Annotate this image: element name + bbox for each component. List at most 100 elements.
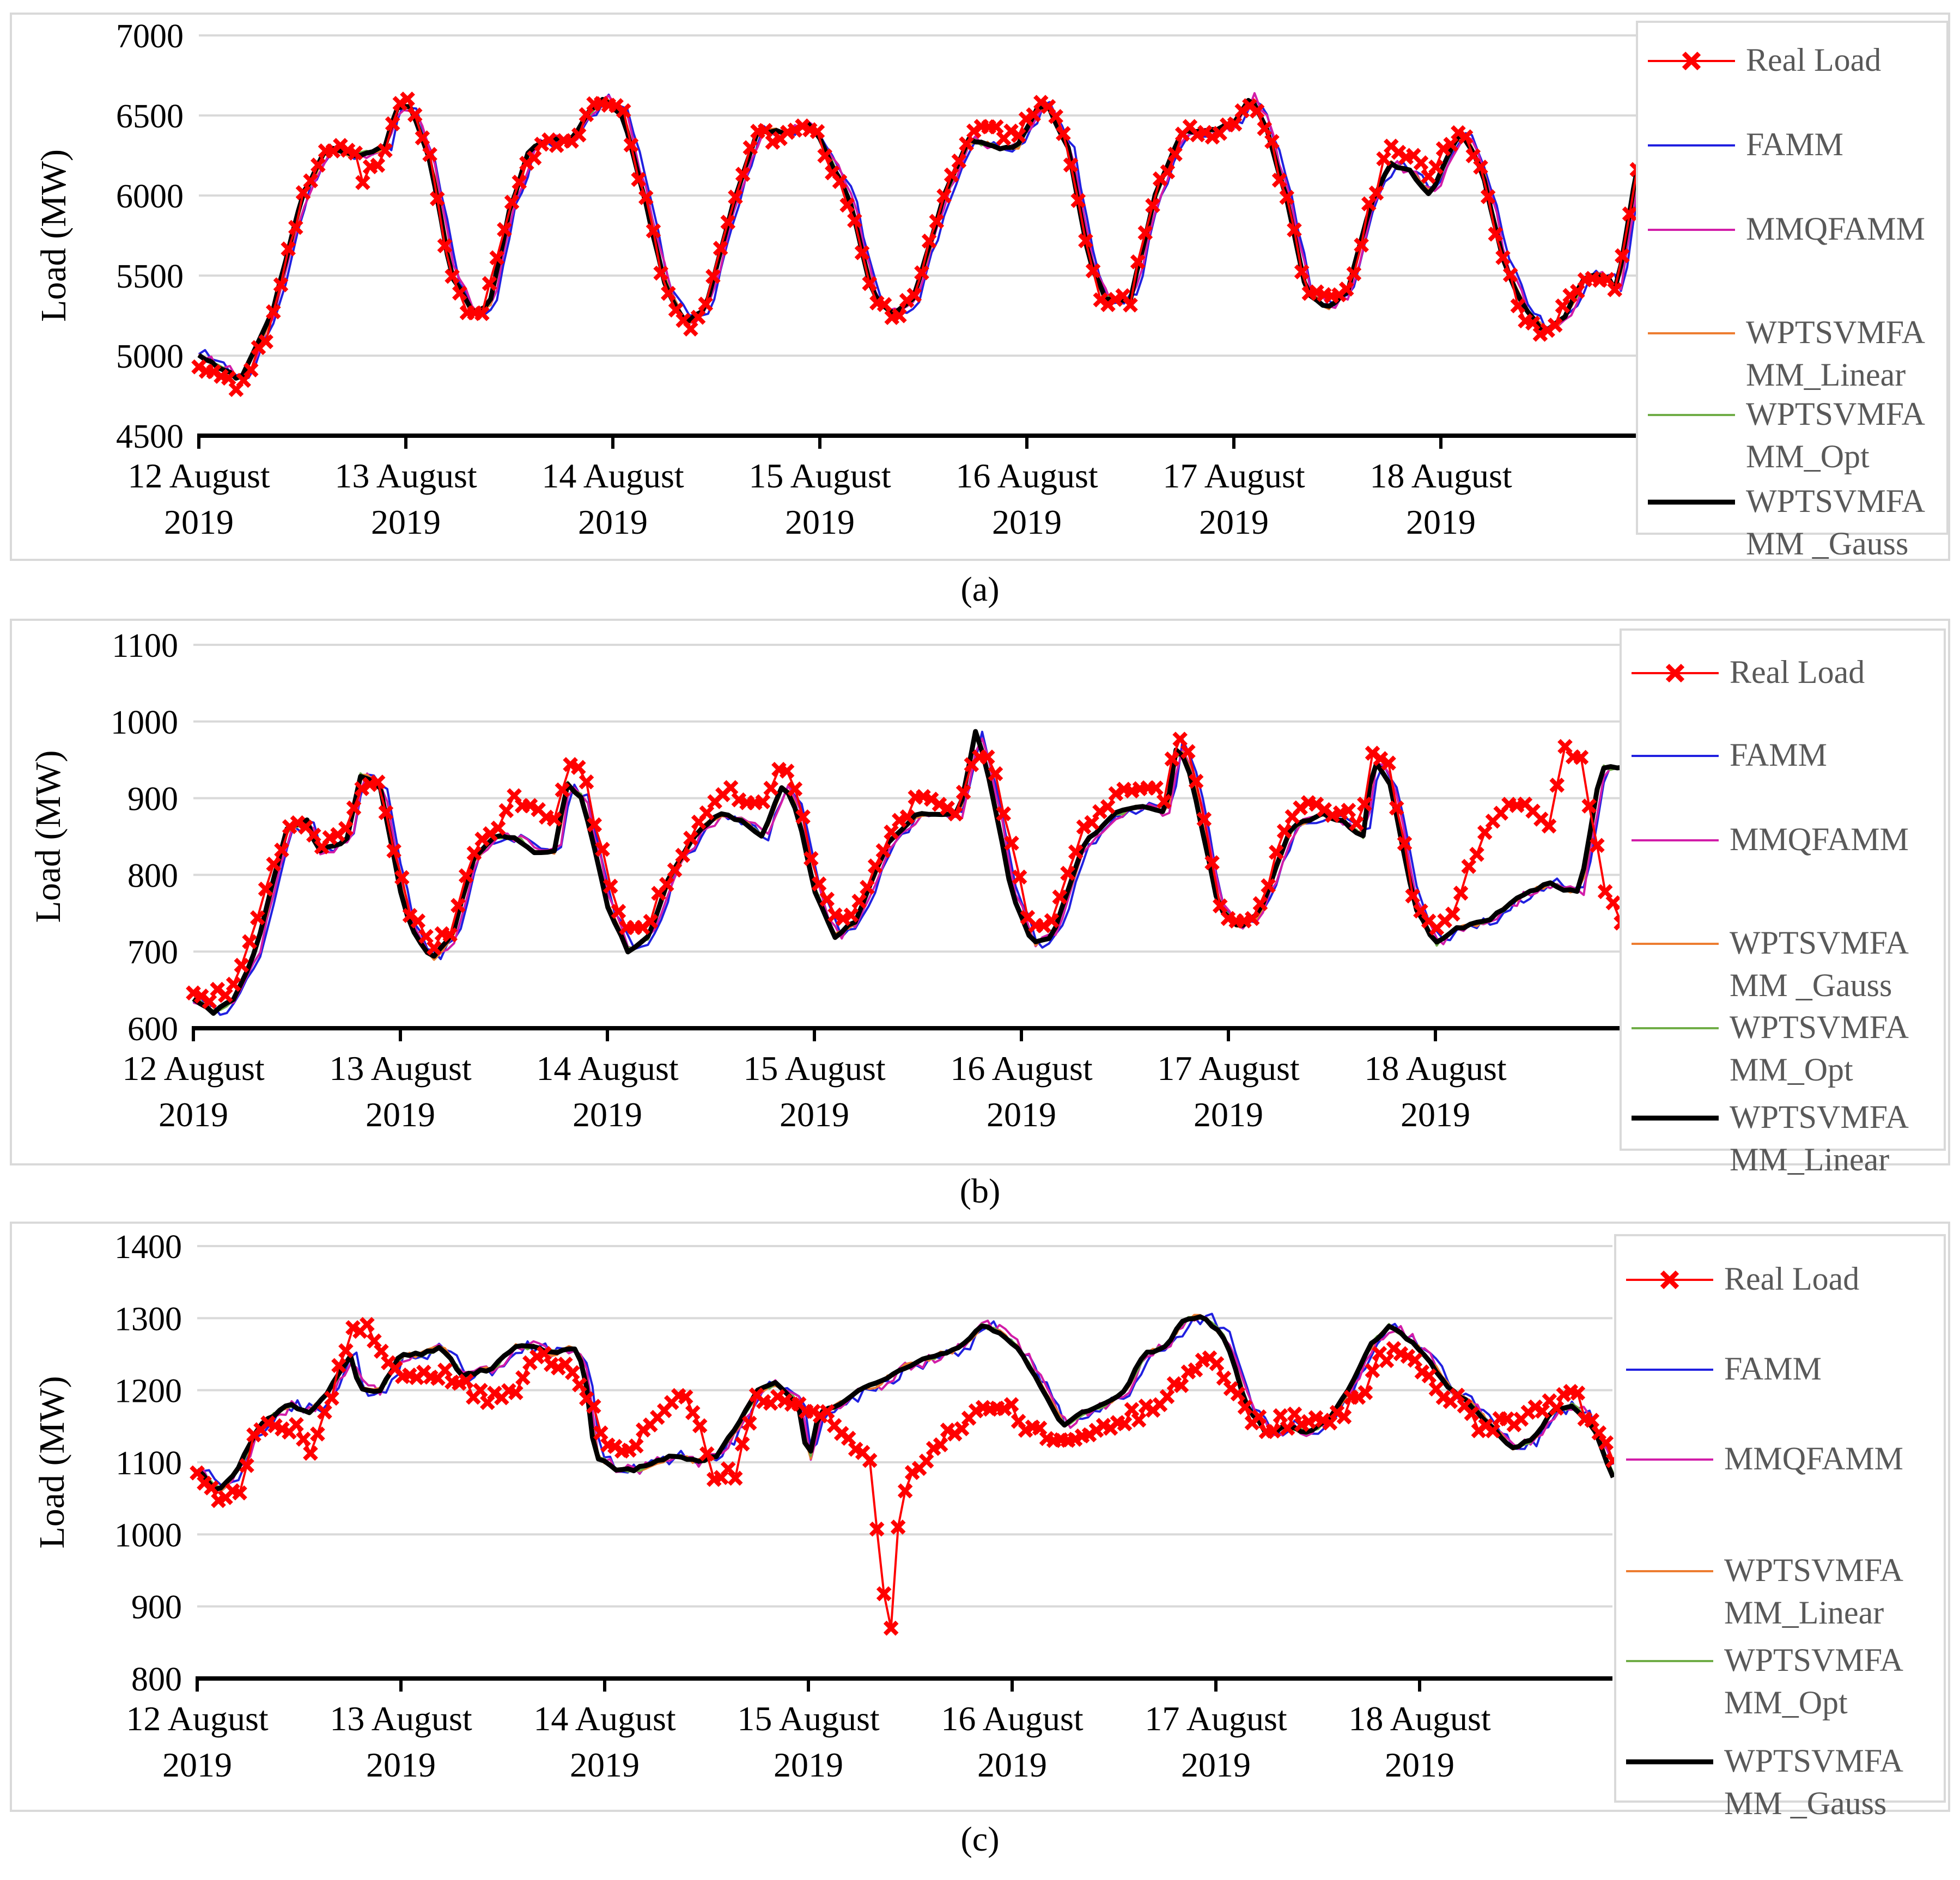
- caption-b-text: (b): [959, 1171, 1001, 1210]
- real-load-marker: [653, 265, 668, 281]
- x-tick-label: 14 August: [536, 1049, 679, 1088]
- real-load-marker: [1273, 1408, 1288, 1424]
- caption-c-text: (c): [960, 1820, 1000, 1858]
- real-load-marker: [258, 881, 273, 897]
- real-load-marker: [914, 265, 929, 280]
- x-tick-label: 16 August: [941, 1699, 1084, 1738]
- real-load-marker: [1180, 744, 1196, 759]
- legend-label: WPTSVMFA: [1730, 1099, 1909, 1135]
- real-load-marker: [1230, 1386, 1246, 1402]
- real-load-marker: [221, 370, 236, 386]
- real-load-marker: [683, 831, 698, 846]
- real-load-marker: [498, 803, 514, 819]
- real-load-marker: [422, 147, 437, 162]
- real-load-marker: [611, 904, 626, 919]
- real-load-marker: [1076, 819, 1092, 835]
- chart-frame: [10, 13, 1950, 561]
- real-load-marker: [374, 1344, 389, 1359]
- real-load-marker: [473, 1383, 488, 1398]
- real-load-marker: [324, 1390, 339, 1406]
- x-tick-label: 2019: [1199, 503, 1269, 541]
- legend-label: MM_Linear: [1724, 1595, 1884, 1631]
- x-tick-label: 2019: [570, 1745, 640, 1784]
- real-load-marker: [809, 124, 825, 139]
- series-line-mmqfamm: [197, 1316, 1615, 1493]
- real-load-marker: [1368, 185, 1384, 201]
- legend-box: [1620, 628, 1946, 1151]
- real-load-marker: [360, 1317, 375, 1332]
- real-load-marker: [1294, 264, 1310, 280]
- chart-panel-c: 800 900 1000 1100 1200 1300 1400 Load (MW) 12 Au…: [0, 1209, 1960, 1819]
- real-load-marker: [1280, 1420, 1295, 1436]
- real-load-marker: [437, 1362, 453, 1378]
- legend-label: MM_Linear: [1746, 357, 1906, 393]
- legend-label: Real Load: [1730, 654, 1865, 690]
- x-tick-label: 2019: [1401, 1095, 1470, 1134]
- real-load-marker: [504, 194, 520, 210]
- real-load-marker: [266, 856, 282, 872]
- legend-box: [1614, 1234, 1946, 1803]
- real-load-marker: [659, 877, 674, 892]
- real-load-marker: [661, 285, 676, 301]
- real-load-marker: [988, 119, 1004, 135]
- real-load-marker: [867, 858, 883, 874]
- y-tick-label: 5000: [116, 338, 184, 375]
- real-load-marker: [378, 805, 394, 820]
- real-load-marker: [303, 173, 319, 188]
- real-load-marker: [811, 876, 827, 892]
- x-tick-label: 2019: [578, 503, 648, 541]
- x-tick-label: 2019: [774, 1745, 843, 1784]
- x-tick-label: 16 August: [950, 1049, 1093, 1088]
- real-load-marker: [1018, 111, 1034, 127]
- real-load-marker: [869, 1521, 885, 1537]
- real-load-marker: [1271, 172, 1287, 188]
- real-load-marker: [779, 764, 795, 779]
- real-load-marker: [1549, 1400, 1565, 1416]
- real-load-marker: [273, 277, 289, 292]
- chart-frame: [10, 1222, 1950, 1812]
- y-tick-label: 7000: [116, 18, 184, 55]
- real-load-marker: [1244, 911, 1260, 926]
- real-load-marker: [1063, 157, 1079, 173]
- real-load-marker: [1160, 164, 1176, 180]
- real-load-marker: [1276, 823, 1292, 839]
- real-load-marker: [723, 780, 739, 795]
- real-load-marker: [1011, 128, 1026, 143]
- real-load-marker: [1445, 906, 1460, 922]
- real-load-marker: [426, 940, 442, 956]
- chart-frame: [10, 619, 1950, 1165]
- y-tick-label: 700: [127, 934, 178, 971]
- chart-a-svg: 4500 5000 5500 6000 6500 7000 Load (MW) 12 Augu…: [10, 13, 1950, 561]
- real-load-marker: [839, 197, 855, 213]
- real-load-marker: [1535, 1403, 1550, 1419]
- real-load-marker: [1405, 888, 1421, 904]
- real-load-marker: [474, 306, 490, 321]
- real-load-marker: [1376, 151, 1391, 167]
- real-load-marker: [1249, 103, 1265, 119]
- real-load-marker: [338, 1343, 354, 1359]
- x-tick-label: 18 August: [1369, 456, 1512, 495]
- real-load-marker: [1464, 1406, 1480, 1421]
- real-load-marker: [415, 130, 430, 146]
- x-tick-label: 2019: [987, 1095, 1056, 1134]
- real-load-marker: [713, 241, 728, 256]
- real-load-marker: [1068, 844, 1084, 860]
- real-load-marker: [482, 276, 497, 291]
- real-load-marker: [571, 1377, 587, 1393]
- legend-label: MM_Opt: [1730, 1052, 1853, 1088]
- x-tick-label: 16 August: [955, 456, 1098, 495]
- real-load-marker: [1365, 1363, 1380, 1378]
- real-load-marker: [410, 913, 426, 929]
- real-load-marker: [1044, 913, 1060, 929]
- series-line-wptsvmfa-mm-gauss: [197, 97, 1692, 381]
- x-tick-label: 2019: [164, 503, 234, 541]
- real-load-marker: [1381, 755, 1396, 771]
- x-tick-label: 15 August: [748, 456, 891, 495]
- real-load-marker: [265, 304, 281, 320]
- real-load-marker: [442, 927, 458, 943]
- real-load-marker: [1159, 1389, 1175, 1405]
- real-load-marker: [1622, 206, 1638, 222]
- real-load-marker: [1532, 327, 1548, 342]
- real-load-marker: [385, 116, 400, 132]
- real-load-markers: [190, 1317, 1621, 1636]
